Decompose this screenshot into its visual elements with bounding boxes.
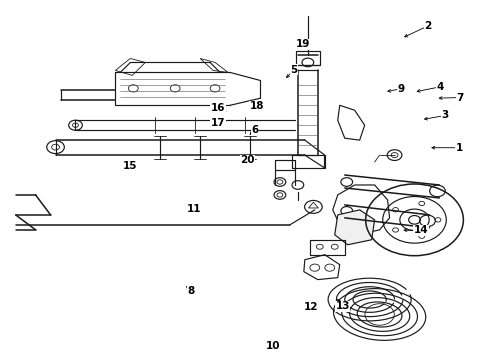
Text: 3: 3 — [441, 111, 449, 121]
Text: 14: 14 — [414, 225, 428, 235]
Text: 20: 20 — [240, 155, 255, 165]
Text: 4: 4 — [437, 82, 444, 92]
Bar — [296, 51, 320, 66]
Polygon shape — [335, 210, 375, 245]
Text: 9: 9 — [398, 84, 405, 94]
Text: 2: 2 — [425, 21, 432, 31]
Text: 15: 15 — [123, 161, 137, 171]
Text: 12: 12 — [304, 302, 318, 312]
Text: 11: 11 — [187, 204, 201, 214]
Text: 6: 6 — [251, 125, 258, 135]
Text: 16: 16 — [211, 103, 225, 113]
Text: 1: 1 — [455, 143, 463, 153]
Text: 8: 8 — [188, 286, 195, 296]
Text: 13: 13 — [336, 301, 350, 311]
Text: 10: 10 — [266, 341, 281, 351]
Text: 7: 7 — [456, 93, 464, 103]
Text: 19: 19 — [295, 40, 310, 49]
Text: 5: 5 — [290, 64, 297, 75]
Text: 18: 18 — [250, 102, 265, 112]
Text: 17: 17 — [211, 118, 225, 128]
